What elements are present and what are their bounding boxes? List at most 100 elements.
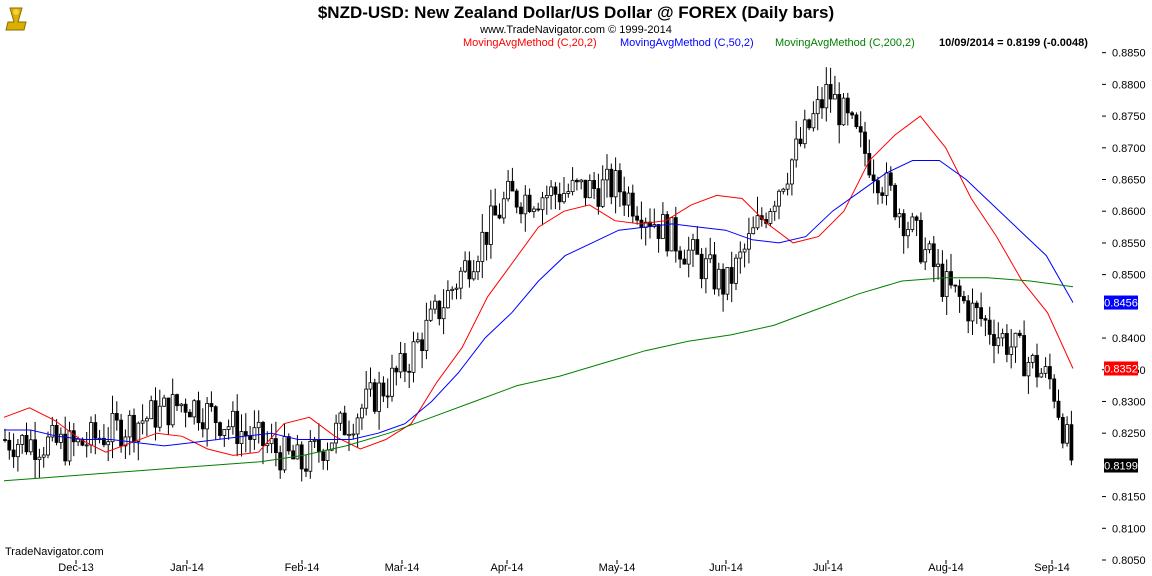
ohlc-bar — [54, 419, 59, 446]
y-tick-label: 0.8750 — [1112, 111, 1146, 123]
ohlc-bar — [643, 217, 648, 246]
ohlc-bar — [927, 240, 932, 254]
ohlc-bar — [695, 226, 700, 255]
ohlc-bar — [708, 237, 713, 264]
ohlc-bar — [411, 331, 416, 383]
ohlc-bar — [691, 233, 695, 267]
ohlc-bar — [996, 322, 1001, 354]
ohlc-bar — [794, 120, 799, 168]
ohlc-bar — [196, 391, 201, 431]
ohlc-bar — [957, 279, 962, 313]
ohlc-bar — [729, 251, 734, 303]
ohlc-bar — [218, 421, 222, 440]
ohlc-bar — [368, 367, 373, 397]
ohlc-bar — [385, 378, 390, 409]
ohlc-bar — [458, 267, 463, 300]
ohlc-bar — [71, 423, 76, 457]
ohlc-bar — [24, 422, 29, 455]
ohlc-bar — [67, 421, 72, 466]
ohlc-bar — [226, 419, 231, 440]
ohlc-bar — [140, 404, 145, 435]
ohlc-bar — [974, 300, 979, 324]
y-tick-label: 0.8100 — [1112, 523, 1146, 535]
y-tick-label: 0.8300 — [1112, 396, 1146, 408]
ohlc-bar — [441, 289, 446, 335]
ohlc-bar — [166, 397, 171, 436]
ohlc-bar — [136, 421, 141, 461]
legend-ma50: MovingAvgMethod (C,50,2) — [620, 37, 754, 49]
ohlc-bar — [377, 371, 382, 430]
ohlc-bar — [807, 118, 811, 131]
ohlc-bar — [506, 169, 511, 202]
ohlc-bar — [239, 414, 244, 457]
ohlc-bar — [970, 288, 975, 335]
y-tick-label: 0.8150 — [1112, 492, 1146, 504]
ohlc-bar — [312, 436, 317, 449]
legend-ma200: MovingAvgMethod (C,200,2) — [775, 37, 915, 49]
svg-text:0.8352: 0.8352 — [1104, 363, 1138, 375]
ohlc-bar — [510, 167, 515, 192]
ohlc-bar — [721, 263, 725, 312]
ohlc-bar — [256, 410, 261, 444]
ohlc-bar — [1035, 343, 1039, 388]
ohlc-bar — [11, 433, 16, 468]
ohlc-bar — [566, 183, 571, 198]
ohlc-bar — [665, 211, 670, 257]
ohlc-bar — [398, 341, 403, 379]
ohlc-bar — [716, 262, 721, 297]
ohlc-bar — [308, 430, 313, 479]
ohlc-bar — [549, 180, 553, 210]
ohlc-bar — [243, 413, 248, 453]
ohlc-bar — [656, 224, 661, 253]
ohlc-bar — [235, 394, 240, 457]
ohlc-bar — [102, 424, 106, 448]
ohlc-bar — [536, 202, 541, 212]
y-tick-label: 0.8700 — [1112, 143, 1146, 155]
ohlc-bar — [845, 92, 850, 126]
ohlc-bar — [910, 212, 915, 233]
svg-text:0.8456: 0.8456 — [1104, 298, 1138, 310]
ohlc-bar — [583, 179, 588, 207]
ohlc-bar — [286, 433, 291, 455]
ohlc-bar — [1048, 353, 1052, 390]
ohlc-bar — [626, 186, 631, 218]
ohlc-bar — [600, 165, 605, 208]
ohlc-bar — [213, 405, 218, 440]
footer-brand: TradeNavigator.com — [5, 546, 104, 558]
ohlc-bar — [3, 428, 7, 443]
ohlc-bar — [273, 421, 278, 467]
ohlc-bars — [3, 67, 1074, 482]
legend-last-close: 10/09/2014 = 0.8199 (-0.0048) — [939, 37, 1088, 49]
ohlc-bar — [1017, 329, 1022, 338]
ohlc-bar — [867, 139, 872, 178]
ohlc-bar — [854, 112, 859, 129]
ohlc-bar — [351, 423, 356, 440]
ohlc-bar — [1060, 413, 1065, 449]
ohlc-bar — [824, 67, 829, 122]
ohlc-bar — [712, 241, 717, 295]
ohlc-bar — [979, 292, 983, 327]
ohlc-bar — [484, 231, 489, 261]
ohlc-bar — [686, 236, 691, 278]
ohlc-bar — [931, 235, 936, 282]
y-tick-label: 0.8850 — [1112, 48, 1146, 60]
ohlc-bar — [1009, 329, 1014, 369]
ohlc-bar — [764, 212, 768, 229]
ohlc-bar — [364, 371, 369, 416]
ohlc-bar — [798, 127, 803, 147]
legend-ma20: MovingAvgMethod (C,20,2) — [463, 37, 597, 49]
ohlc-bar — [480, 214, 485, 279]
ohlc-bar — [372, 378, 377, 414]
ohlc-bar — [725, 267, 730, 301]
x-tick-label: Dec-13 — [58, 562, 93, 574]
ohlc-bar — [63, 416, 68, 466]
ohlc-bar — [316, 423, 321, 463]
ohlc-bar — [463, 251, 468, 274]
ohlc-bar — [966, 295, 971, 334]
ohlc-bar — [50, 416, 55, 442]
ohlc-bar — [897, 208, 902, 229]
ohlc-bar — [863, 121, 867, 167]
ohlc-bar — [527, 188, 532, 214]
ohlc-bar — [390, 354, 394, 402]
ohlc-bar — [622, 176, 627, 217]
